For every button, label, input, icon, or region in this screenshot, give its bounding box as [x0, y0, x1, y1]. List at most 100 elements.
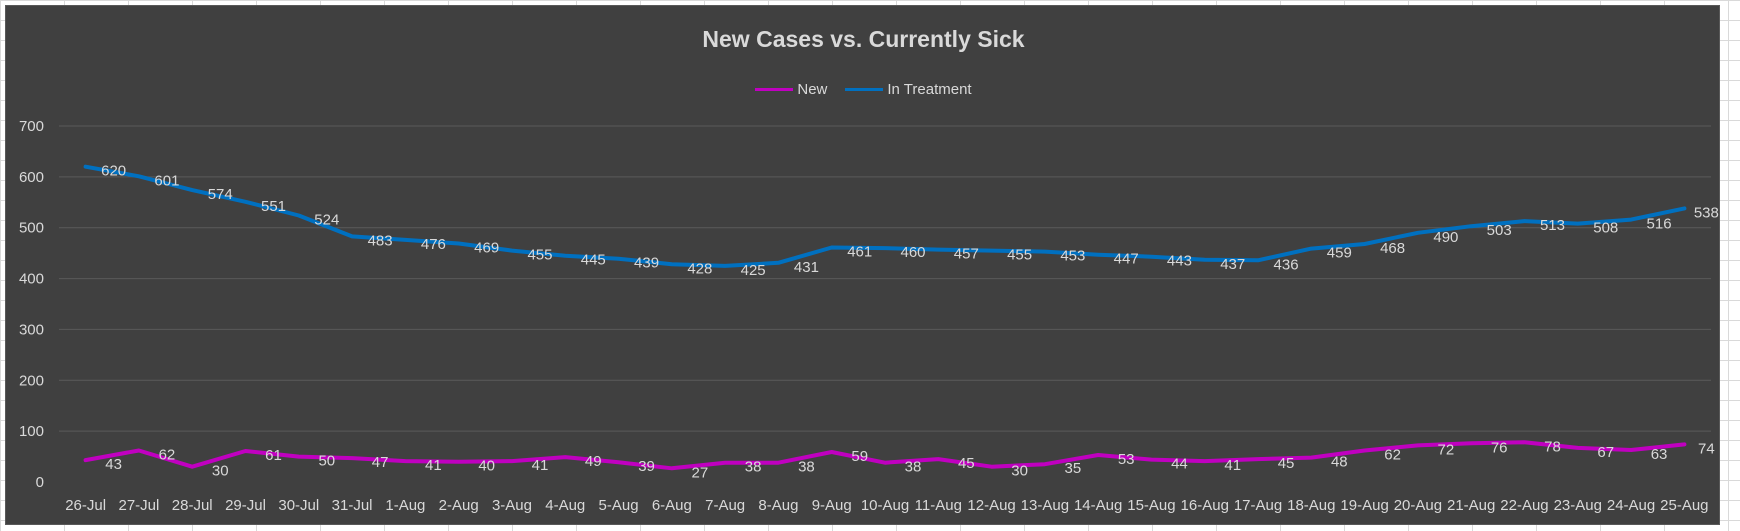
x-tick-label-17-Aug: 17-Aug [1234, 497, 1282, 514]
x-tick-label-18-Aug: 18-Aug [1287, 497, 1335, 514]
data-label-new-13-Aug: 35 [1065, 460, 1082, 477]
data-label-new-4-Aug: 49 [585, 453, 602, 470]
y-tick-label-0: 0 [36, 474, 44, 491]
data-label-in-treatment-31-Jul: 483 [368, 232, 393, 249]
x-tick-label-15-Aug: 15-Aug [1127, 497, 1175, 514]
data-label-new-29-Jul: 61 [265, 447, 282, 464]
x-tick-label-22-Aug: 22-Aug [1500, 497, 1548, 514]
data-label-in-treatment-8-Aug: 431 [794, 259, 819, 276]
data-label-in-treatment-21-Aug: 503 [1487, 222, 1512, 239]
data-label-in-treatment-25-Aug: 538 [1694, 204, 1719, 221]
legend-swatch-in-treatment [845, 88, 884, 91]
data-label-in-treatment-4-Aug: 445 [581, 252, 606, 269]
data-label-in-treatment-27-Jul: 601 [154, 172, 179, 189]
data-label-in-treatment-10-Aug: 460 [900, 244, 925, 261]
data-label-in-treatment-3-Aug: 455 [527, 247, 552, 264]
y-tick-label-400: 400 [19, 271, 44, 288]
data-label-in-treatment-5-Aug: 439 [634, 255, 659, 272]
data-label-new-6-Aug: 27 [691, 464, 708, 481]
x-tick-label-27-Jul: 27-Jul [119, 497, 160, 514]
chart-title: New Cases vs. Currently Sick [702, 26, 1025, 52]
x-tick-label-2-Aug: 2-Aug [439, 497, 479, 514]
data-label-in-treatment-19-Aug: 468 [1380, 240, 1405, 257]
y-tick-label-300: 300 [19, 321, 44, 338]
x-tick-label-30-Jul: 30-Jul [278, 497, 319, 514]
data-label-new-2-Aug: 40 [478, 458, 495, 475]
chart-area[interactable]: New Cases vs. Currently Sick New In Trea… [5, 5, 1720, 525]
legend-item-new: New [755, 81, 827, 98]
x-tick-label-29-Jul: 29-Jul [225, 497, 266, 514]
data-label-in-treatment-24-Aug: 516 [1647, 216, 1672, 233]
data-label-new-24-Aug: 63 [1651, 446, 1668, 463]
y-tick-label-100: 100 [19, 423, 44, 440]
data-label-in-treatment-7-Aug: 425 [741, 262, 766, 279]
data-label-new-5-Aug: 39 [638, 458, 655, 475]
data-label-in-treatment-6-Aug: 428 [687, 260, 712, 277]
data-label-new-3-Aug: 41 [532, 457, 549, 474]
y-tick-label-200: 200 [19, 372, 44, 389]
data-label-in-treatment-9-Aug: 461 [847, 244, 872, 261]
x-tick-label-9-Aug: 9-Aug [812, 497, 852, 514]
x-tick-label-14-Aug: 14-Aug [1074, 497, 1122, 514]
data-label-in-treatment-23-Aug: 508 [1593, 220, 1618, 237]
x-tick-label-5-Aug: 5-Aug [599, 497, 639, 514]
data-label-in-treatment-28-Jul: 574 [208, 186, 233, 203]
x-tick-label-24-Aug: 24-Aug [1607, 497, 1655, 514]
data-label-in-treatment-16-Aug: 437 [1220, 256, 1245, 273]
data-label-in-treatment-26-Jul: 620 [101, 163, 126, 180]
chart-legend: New In Treatment [6, 81, 1721, 98]
data-label-new-30-Jul: 50 [318, 453, 335, 470]
x-tick-label-10-Aug: 10-Aug [861, 497, 909, 514]
data-label-in-treatment-12-Aug: 455 [1007, 247, 1032, 264]
data-label-new-21-Aug: 76 [1491, 439, 1508, 456]
data-label-in-treatment-14-Aug: 447 [1114, 251, 1139, 268]
data-label-new-28-Jul: 30 [212, 463, 229, 480]
x-tick-label-8-Aug: 8-Aug [758, 497, 798, 514]
legend-item-in-treatment: In Treatment [845, 81, 972, 98]
data-label-in-treatment-2-Aug: 469 [474, 239, 499, 256]
x-tick-label-31-Jul: 31-Jul [332, 497, 373, 514]
data-label-new-26-Jul: 43 [105, 456, 122, 473]
data-label-new-7-Aug: 38 [745, 459, 762, 476]
data-label-new-8-Aug: 38 [798, 459, 815, 476]
data-label-new-27-Jul: 62 [159, 446, 176, 463]
x-tick-label-6-Aug: 6-Aug [652, 497, 692, 514]
y-tick-label-500: 500 [19, 220, 44, 237]
x-tick-label-23-Aug: 23-Aug [1554, 497, 1602, 514]
legend-label-new: New [797, 81, 828, 98]
x-tick-label-1-Aug: 1-Aug [385, 497, 425, 514]
legend-label-in-treatment: In Treatment [887, 81, 972, 98]
data-label-in-treatment-11-Aug: 457 [954, 246, 979, 263]
data-label-in-treatment-1-Aug: 476 [421, 236, 446, 253]
x-tick-label-26-Jul: 26-Jul [65, 497, 106, 514]
legend-swatch-new [755, 88, 794, 91]
x-tick-label-13-Aug: 13-Aug [1021, 497, 1069, 514]
data-label-in-treatment-29-Jul: 551 [261, 198, 286, 215]
data-label-new-16-Aug: 41 [1224, 457, 1241, 474]
data-label-new-17-Aug: 45 [1278, 455, 1295, 472]
data-label-new-20-Aug: 72 [1438, 441, 1455, 458]
y-tick-label-600: 600 [19, 169, 44, 186]
x-tick-label-12-Aug: 12-Aug [967, 497, 1015, 514]
x-tick-label-7-Aug: 7-Aug [705, 497, 745, 514]
data-label-new-1-Aug: 41 [425, 457, 442, 474]
data-label-new-10-Aug: 38 [905, 459, 922, 476]
x-tick-label-25-Aug: 25-Aug [1660, 497, 1708, 514]
data-label-new-19-Aug: 62 [1384, 446, 1401, 463]
y-tick-label-700: 700 [19, 118, 44, 135]
data-label-in-treatment-15-Aug: 443 [1167, 253, 1192, 270]
data-label-in-treatment-18-Aug: 459 [1327, 245, 1352, 262]
data-label-in-treatment-20-Aug: 490 [1433, 229, 1458, 246]
plot-area: 0 100 200 300 400 500 600 700 26-Jul 27-Jul 28-Jul… [19, 118, 1719, 514]
data-label-new-23-Aug: 67 [1597, 444, 1614, 461]
x-tick-label-21-Aug: 21-Aug [1447, 497, 1495, 514]
x-tick-label-11-Aug: 11-Aug [915, 497, 962, 514]
data-label-new-9-Aug: 59 [851, 448, 868, 465]
data-label-new-12-Aug: 30 [1011, 463, 1028, 480]
data-label-new-31-Jul: 47 [372, 454, 389, 471]
x-tick-label-20-Aug: 20-Aug [1394, 497, 1442, 514]
x-tick-label-3-Aug: 3-Aug [492, 497, 532, 514]
data-label-new-25-Aug: 74 [1698, 440, 1715, 457]
data-label-new-22-Aug: 78 [1544, 438, 1561, 455]
x-tick-label-19-Aug: 19-Aug [1340, 497, 1388, 514]
